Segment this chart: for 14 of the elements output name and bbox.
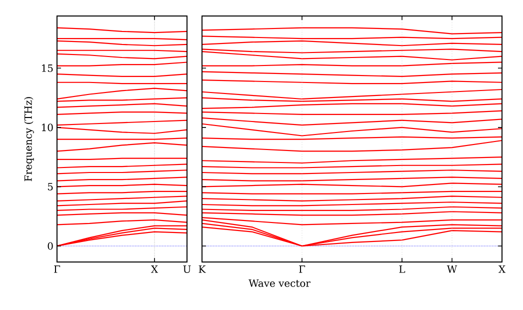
y-tick-label: 0 [48,242,53,250]
x-tick-label: X [151,266,158,273]
x-tick-label: Γ [54,266,60,273]
x-tick-label: Γ [299,266,306,273]
x-tick-label: W [446,266,458,273]
x-tick-label: K [198,266,206,273]
y-tick-label: 10 [42,124,53,132]
y-axis-title: Frequency (THz) [24,97,34,182]
x-tick-label: X [498,266,506,273]
y-tick-label: 5 [48,183,53,190]
x-tick-label: U [183,266,191,273]
y-tick-label: 15 [42,64,53,72]
x-tick-label: L [399,266,406,273]
x-axis-title: Wave vector [248,280,310,287]
